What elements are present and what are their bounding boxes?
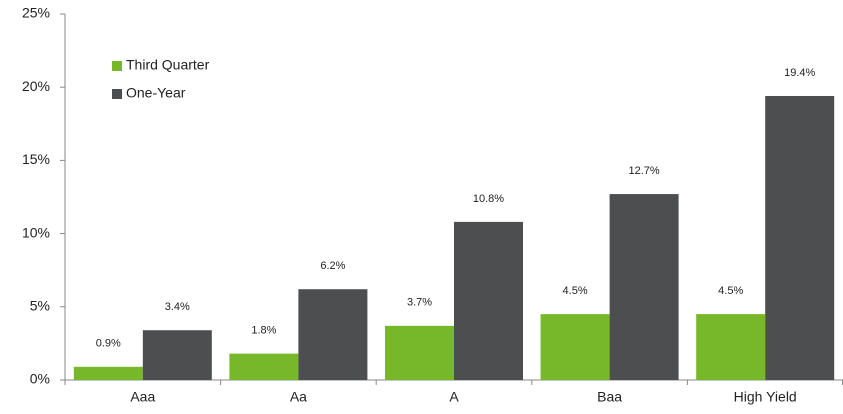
legend-label: One-Year [126, 85, 186, 101]
value-label: 4.5% [563, 285, 588, 297]
value-label: 4.5% [718, 285, 743, 297]
bar [765, 95, 835, 380]
value-label: 0.9% [96, 338, 121, 350]
bar [696, 314, 766, 380]
x-tick-label: Aaa [130, 389, 155, 405]
x-tick-label: High Yield [734, 389, 797, 405]
x-tick-label: Baa [597, 389, 622, 405]
y-tick-label: 25% [22, 5, 50, 21]
legend-swatch [112, 61, 122, 71]
x-tick-label: Aa [290, 389, 307, 405]
y-tick-label: 15% [22, 151, 50, 167]
bar [540, 314, 610, 380]
y-tick-label: 20% [22, 78, 50, 94]
legend-label: Third Quarter [126, 57, 210, 73]
value-label: 6.2% [320, 260, 345, 272]
y-tick-label: 10% [22, 224, 50, 240]
bar [385, 325, 454, 380]
legend-swatch [112, 89, 122, 99]
bar [454, 221, 523, 380]
value-label: 19.4% [784, 67, 815, 79]
value-label: 3.4% [165, 301, 190, 313]
value-label: 3.7% [407, 297, 432, 309]
bar [609, 194, 679, 380]
y-tick-label: 5% [30, 298, 50, 314]
bar [298, 289, 368, 380]
y-tick-label: 0% [30, 371, 50, 387]
bar [73, 366, 143, 380]
value-label: 10.8% [473, 193, 504, 205]
x-tick-label: A [449, 389, 459, 405]
bar [229, 353, 299, 380]
value-label: 1.8% [251, 325, 276, 337]
value-label: 12.7% [628, 165, 659, 177]
bar [142, 330, 212, 380]
